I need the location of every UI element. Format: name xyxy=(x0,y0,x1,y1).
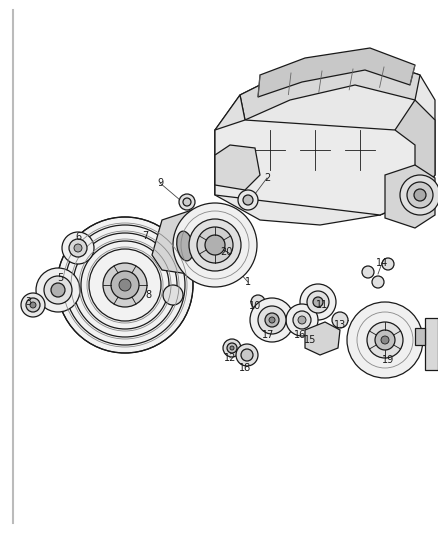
Text: 20: 20 xyxy=(220,247,232,257)
Circle shape xyxy=(298,316,306,324)
Circle shape xyxy=(256,319,270,333)
Text: 12: 12 xyxy=(224,353,236,363)
Circle shape xyxy=(263,307,277,321)
Circle shape xyxy=(205,235,225,255)
Text: 18: 18 xyxy=(239,363,251,373)
Circle shape xyxy=(367,322,403,358)
Circle shape xyxy=(293,311,311,329)
Circle shape xyxy=(347,302,423,378)
Polygon shape xyxy=(385,165,435,228)
Text: 2: 2 xyxy=(264,173,270,183)
Circle shape xyxy=(362,266,374,278)
Ellipse shape xyxy=(177,231,193,261)
Circle shape xyxy=(313,297,323,307)
Circle shape xyxy=(163,285,183,305)
Circle shape xyxy=(57,217,193,353)
Circle shape xyxy=(286,304,318,336)
Text: 11: 11 xyxy=(316,300,328,310)
Circle shape xyxy=(227,343,237,353)
Text: 7: 7 xyxy=(142,231,148,241)
Circle shape xyxy=(183,198,191,206)
Circle shape xyxy=(230,346,234,350)
Polygon shape xyxy=(215,55,435,225)
Polygon shape xyxy=(240,55,420,120)
Text: 8: 8 xyxy=(145,290,151,300)
Text: 9: 9 xyxy=(157,178,163,188)
Circle shape xyxy=(382,258,394,270)
Circle shape xyxy=(258,306,286,334)
Circle shape xyxy=(223,339,241,357)
Text: 1: 1 xyxy=(245,277,251,287)
Circle shape xyxy=(111,271,139,299)
Circle shape xyxy=(103,263,147,307)
Circle shape xyxy=(300,284,336,320)
Circle shape xyxy=(265,313,279,327)
Circle shape xyxy=(400,175,438,215)
Polygon shape xyxy=(258,48,415,97)
Text: 19: 19 xyxy=(382,355,394,365)
Polygon shape xyxy=(152,210,212,275)
Polygon shape xyxy=(305,322,340,355)
Circle shape xyxy=(26,298,40,312)
Polygon shape xyxy=(415,328,425,345)
Circle shape xyxy=(189,219,241,271)
Text: 17: 17 xyxy=(262,330,274,340)
Circle shape xyxy=(372,276,384,288)
Circle shape xyxy=(250,298,294,342)
Polygon shape xyxy=(215,95,245,195)
Circle shape xyxy=(21,293,45,317)
Text: 6: 6 xyxy=(75,232,81,242)
Text: 5: 5 xyxy=(57,273,63,283)
Circle shape xyxy=(51,283,65,297)
Polygon shape xyxy=(370,100,435,215)
Polygon shape xyxy=(425,318,438,370)
Circle shape xyxy=(407,182,433,208)
Circle shape xyxy=(381,336,389,344)
Circle shape xyxy=(69,239,87,257)
Circle shape xyxy=(307,291,329,313)
Circle shape xyxy=(241,349,253,361)
Circle shape xyxy=(269,317,275,323)
Text: 14: 14 xyxy=(376,258,388,268)
Circle shape xyxy=(243,195,253,205)
Circle shape xyxy=(238,190,258,210)
Text: 3: 3 xyxy=(25,297,31,307)
Circle shape xyxy=(414,189,426,201)
Circle shape xyxy=(36,268,80,312)
Circle shape xyxy=(62,232,94,264)
Circle shape xyxy=(251,295,265,309)
Circle shape xyxy=(212,247,228,263)
Text: 16: 16 xyxy=(294,330,306,340)
Circle shape xyxy=(179,194,195,210)
Circle shape xyxy=(197,227,233,263)
Circle shape xyxy=(44,276,72,304)
Circle shape xyxy=(236,344,258,366)
Polygon shape xyxy=(215,145,260,190)
Polygon shape xyxy=(215,120,415,215)
Circle shape xyxy=(375,330,395,350)
Text: 13: 13 xyxy=(334,320,346,330)
Circle shape xyxy=(332,312,348,328)
Text: 10: 10 xyxy=(249,301,261,311)
Text: 15: 15 xyxy=(304,335,316,345)
Circle shape xyxy=(119,279,131,291)
Circle shape xyxy=(173,203,257,287)
Circle shape xyxy=(30,302,36,308)
Circle shape xyxy=(74,244,82,252)
